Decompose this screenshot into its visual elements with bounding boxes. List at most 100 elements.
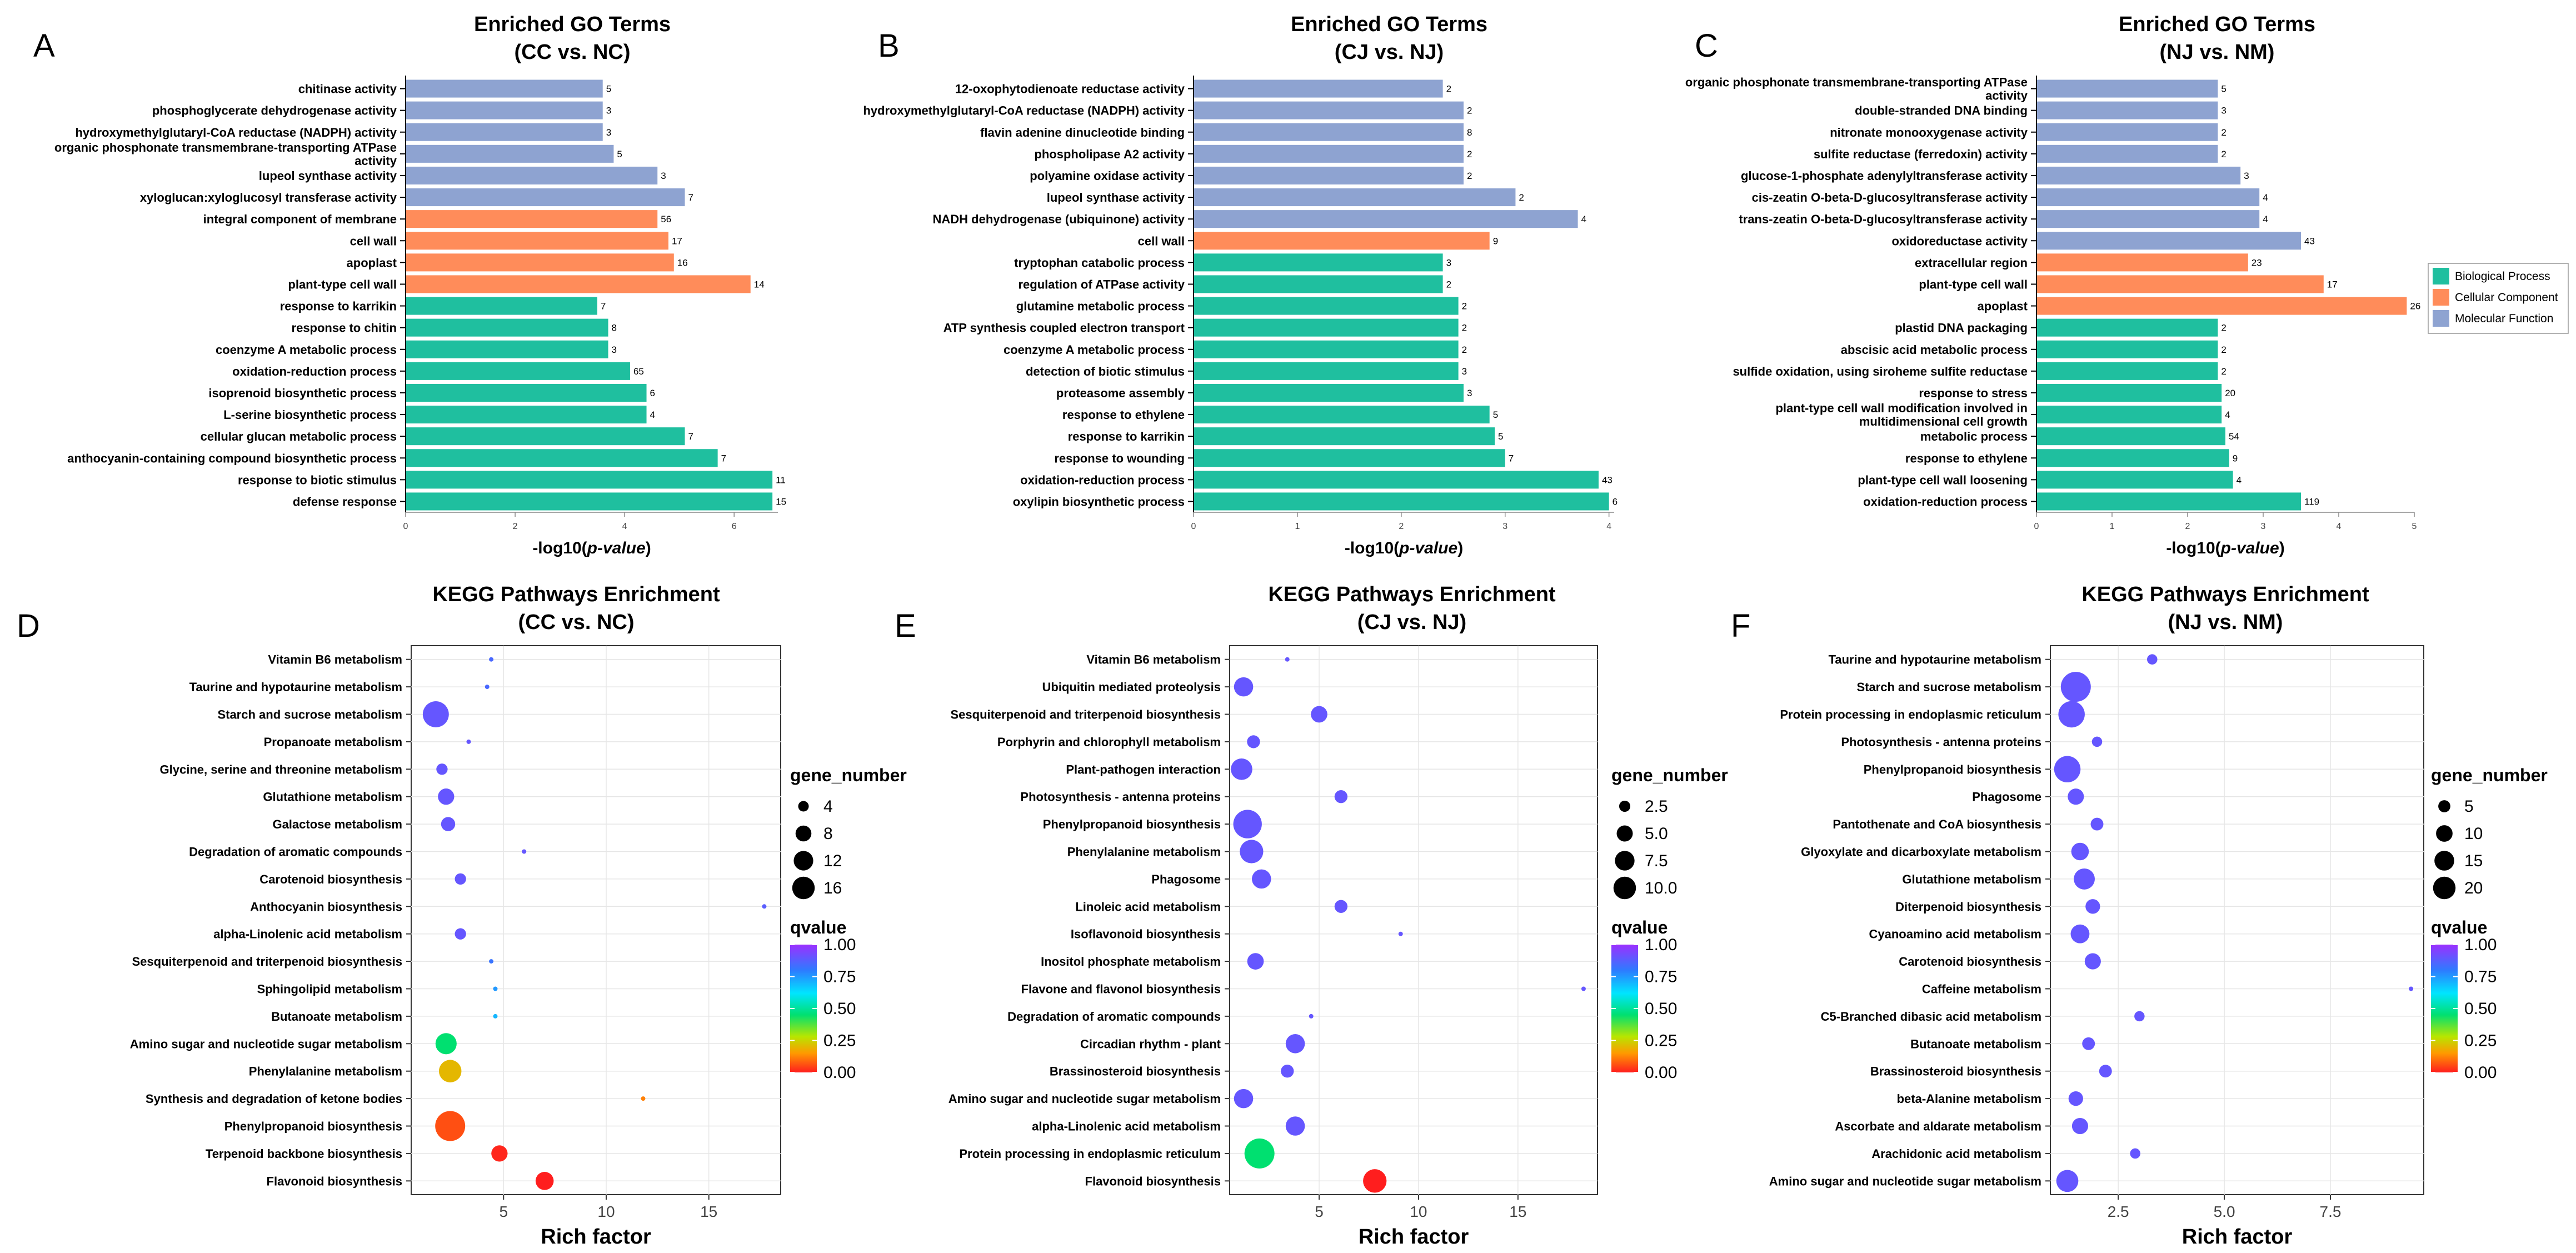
bar-term-label: regulation of ATPase activity	[1018, 277, 1185, 291]
pathway-label: Glutathione metabolism	[263, 790, 402, 804]
bubble	[435, 1111, 466, 1141]
bar-data-label: 8	[1467, 127, 1472, 138]
bubble	[1234, 1089, 1254, 1109]
bar-data-label: 43	[2304, 236, 2315, 246]
x-tick-label: 3	[1502, 522, 1507, 531]
bar-data-label: 4	[1581, 214, 1586, 224]
bar-data-label: 4	[2263, 214, 2268, 224]
size-legend-dot	[2436, 825, 2453, 842]
x-tick-label: 7.5	[2320, 1203, 2342, 1220]
pathway-label: Diterpenoid biosynthesis	[1895, 900, 2041, 913]
bubble	[1251, 869, 1271, 889]
x-tick-label: 15	[700, 1203, 717, 1220]
bubble	[2074, 868, 2095, 890]
bar	[1194, 232, 1490, 250]
pathway-label: Starch and sucrose metabolism	[217, 708, 402, 722]
bar	[1194, 275, 1443, 293]
bar-term-label: polyamine oxidase activity	[1030, 169, 1185, 183]
bubble	[2071, 1117, 2089, 1135]
bar	[2036, 297, 2407, 315]
x-tick-label: 4	[622, 522, 627, 531]
pathway-label: Photosynthesis - antenna proteins	[1020, 790, 1221, 804]
x-axis-label: Rich factor	[2182, 1225, 2293, 1249]
bar-term-label: trans-zeatin O-beta-D-glucosyltransferas…	[1739, 212, 2028, 226]
pathway-label: Glycine, serine and threonine metabolism	[160, 762, 402, 776]
bar-data-label: 2	[1462, 323, 1467, 333]
panel-letter: F	[1731, 608, 1750, 644]
bar-data-label: 7	[688, 431, 693, 442]
pathway-label: Linoleic acid metabolism	[1075, 900, 1221, 913]
x-tick-label: 1	[2110, 522, 2115, 531]
bubble	[1231, 758, 1252, 780]
bubble	[1285, 657, 1290, 662]
colorbar-tick-label: 0.25	[823, 1032, 856, 1050]
size-legend-label: 10.0	[1645, 879, 1677, 897]
pathway-label: Butanoate metabolism	[1910, 1037, 2041, 1051]
bar-term-label: sulfite reductase (ferredoxin) activity	[1814, 147, 2028, 161]
bar	[1194, 318, 1459, 337]
bar	[1194, 101, 1464, 119]
pathway-label: Flavone and flavonol biosynthesis	[1021, 982, 1221, 996]
bar	[406, 383, 647, 402]
bar	[2036, 275, 2324, 293]
colorbar-tick-label: 0.50	[823, 1000, 856, 1018]
x-axis-label: Rich factor	[1359, 1225, 1469, 1249]
colorbar-tick-label: 0.00	[2464, 1064, 2497, 1082]
size-legend-title: gene_number	[2431, 765, 2548, 785]
bubble	[1311, 706, 1327, 723]
bubble	[2085, 899, 2100, 914]
bar-term-label: activity	[1985, 89, 2028, 103]
chart-subtitle: (CC vs. NC)	[518, 611, 634, 634]
go-panel-C: C Enriched GO Terms (NJ vs. NM) 5 organic ph…	[1685, 13, 2420, 557]
bar	[1194, 123, 1464, 141]
bar-term-label: ATP synthesis coupled electron transport	[943, 321, 1185, 335]
bubble	[1581, 986, 1586, 991]
bar-data-label: 5	[1493, 410, 1498, 420]
bar-term-label: apoplast	[1978, 299, 2028, 313]
size-legend-label: 12	[823, 852, 842, 870]
bubble	[485, 685, 490, 690]
bar-data-label: 5	[606, 84, 611, 94]
bar-term-label: oxidation-reduction process	[1020, 473, 1185, 487]
kegg-panels: D KEGG Pathways Enrichment (CC vs. NC) 5 10 1…	[17, 583, 2548, 1249]
bar-data-label: 3	[1462, 366, 1467, 377]
pathway-label: Ascorbate and aldarate metabolism	[1835, 1120, 2041, 1134]
size-legend-label: 5	[2464, 797, 2474, 816]
pathway-label: alpha-Linolenic acid metabolism	[213, 927, 402, 941]
bar-data-label: 7	[1509, 453, 1514, 463]
bar	[1194, 166, 1464, 184]
pathway-label: Flavonoid biosynthesis	[267, 1174, 402, 1188]
bubble	[762, 904, 767, 909]
bar-term-label: response to karrikin	[280, 299, 397, 313]
bar	[1194, 144, 1464, 163]
panel-letter: E	[895, 608, 916, 644]
size-legend-dot	[1616, 825, 1633, 842]
bar-data-label: 2	[1446, 84, 1451, 94]
bar-data-label: 7	[601, 301, 606, 312]
bubble	[1285, 1034, 1305, 1054]
legend-label: Biological Process	[2455, 270, 2550, 283]
bar	[406, 210, 658, 228]
bar	[1194, 492, 1609, 511]
colorbar-tick-label: 0.75	[1645, 968, 1677, 986]
bar	[1194, 79, 1443, 98]
plot-area	[1229, 645, 1598, 1195]
bar-term-label: glutamine metabolic process	[1016, 299, 1185, 313]
bubble	[1281, 1065, 1294, 1078]
bar-term-label: glucose-1-phosphate adenylyltransferase …	[1741, 169, 2028, 183]
bar	[2036, 383, 2222, 402]
bar-term-label: isoprenoid biosynthetic process	[208, 386, 397, 400]
bar-term-label: proteasome assembly	[1056, 386, 1185, 400]
chart-subtitle: (CJ vs. NJ)	[1357, 611, 1466, 634]
bar-data-label: 3	[606, 106, 611, 116]
panel-letter: D	[17, 608, 40, 644]
x-axis-label: -log10(p-value)	[532, 539, 651, 557]
bar-data-label: 2	[2221, 323, 2226, 333]
bubble	[2084, 953, 2101, 970]
bar	[1194, 297, 1459, 315]
colorbar-tick-label: 1.00	[1645, 936, 1677, 954]
bubble	[2090, 817, 2104, 831]
bar	[2036, 79, 2218, 98]
bar	[1194, 449, 1505, 467]
bubble	[435, 1033, 457, 1055]
